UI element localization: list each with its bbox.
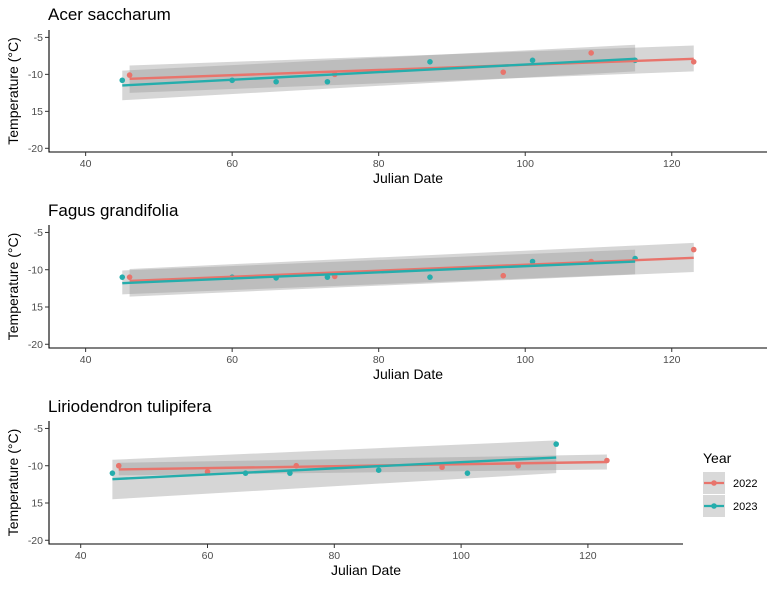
fit-line-2022 [129,256,694,283]
fit-line-2023 [122,260,636,285]
y-tick-label: -5 [34,227,43,239]
confidence-band-2023 [112,440,557,500]
panel-3: Liriodendron tulipifera -5 -10 15 -20 40 60 80 1… [5,397,683,578]
panel-title: Fagus grandifolia [48,201,179,220]
y-tick-label: -20 [28,535,43,547]
data-point-2023 [427,274,433,280]
data-point-2023 [427,58,433,65]
x-tick-label: 40 [80,354,92,366]
data-point-2023 [375,467,382,474]
data-point-2023 [529,57,536,64]
data-point-2022 [204,468,211,475]
x-tick-label: 40 [75,550,87,562]
fit-line-2022 [118,460,607,471]
x-tick-label: 80 [373,158,385,170]
data-point-2022 [690,58,697,65]
x-tick-label: 100 [516,158,534,170]
data-point-2023 [119,274,126,280]
legend-key-point [711,503,717,509]
data-point-2022 [500,272,507,279]
x-tick-label: 100 [516,354,534,366]
legend-label-2022: 2022 [733,478,757,490]
x-tick-label: 60 [226,354,238,366]
y-tick-label: -20 [28,339,43,351]
data-point-2023 [324,78,331,85]
data-point-2023 [273,78,279,85]
x-tick-label: 120 [579,550,597,562]
y-tick-label: 15 [31,302,43,314]
data-point-2023 [119,77,126,84]
data-point-2023 [529,258,536,265]
fit-line-2023 [112,456,557,481]
fit-line-2023 [122,57,636,87]
y-tick-label: -10 [28,264,43,276]
legend-label-2023: 2023 [733,501,757,513]
legend-key-point [711,480,717,486]
data-point-2022 [126,274,133,280]
data-point-2023 [324,274,331,280]
y-tick-label: 15 [31,106,43,118]
fit-line-2022 [129,57,694,80]
data-point-2023 [109,470,116,476]
data-point-2023 [287,470,293,476]
x-tick-label: 60 [202,550,214,562]
x-tick-label: 80 [373,354,385,366]
y-axis-title: Temperature (°C) [5,233,21,341]
legend-title: Year [703,450,732,466]
x-axis-title: Julian Date [331,562,401,578]
data-point-2022 [115,462,122,469]
x-axis-title: Julian Date [373,170,443,186]
data-point-2023 [464,470,471,476]
y-axis-title: Temperature (°C) [5,37,21,145]
y-tick-label: 15 [31,498,43,510]
data-point-2023 [553,441,559,447]
data-point-2022 [439,464,445,471]
y-tick-label: -5 [34,32,43,44]
x-tick-label: 100 [452,550,470,562]
y-tick-label: -5 [34,423,43,435]
x-tick-label: 80 [328,550,340,562]
y-tick-label: -10 [28,460,43,472]
panel-title: Liriodendron tulipifera [48,397,212,416]
y-tick-label: -10 [28,69,43,81]
data-point-2022 [500,69,507,75]
data-point-2022 [690,246,697,253]
x-tick-label: 120 [663,354,681,366]
panel-1: Acer saccharum -5 -10 15 -20 40 60 80 100 120 Juli… [5,5,767,186]
x-tick-label: 60 [226,158,238,170]
x-tick-label: 40 [80,158,92,170]
x-axis-title: Julian Date [373,366,443,382]
y-axis-title: Temperature (°C) [5,429,21,537]
panel-2: Fagus grandifolia -5 -10 15 -20 40 60 80 100 120 J… [5,201,767,382]
y-tick-label: -20 [28,143,43,155]
data-point-2022 [126,72,133,78]
data-point-2022 [588,50,594,56]
panel-title: Acer saccharum [48,5,171,24]
x-tick-label: 120 [663,158,681,170]
